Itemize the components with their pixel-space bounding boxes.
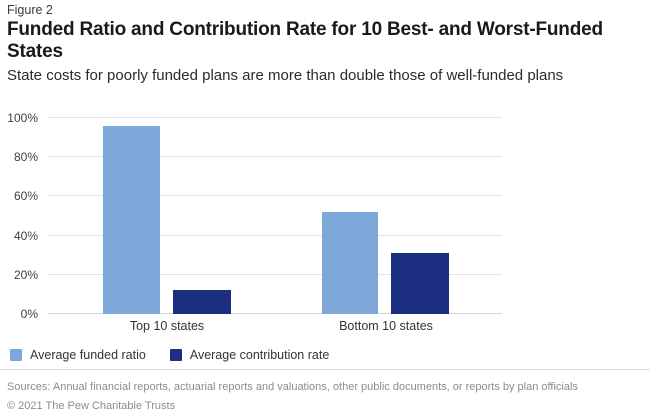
legend: Average funded ratio Average contributio… xyxy=(10,348,329,362)
chart-subtitle: State costs for poorly funded plans are … xyxy=(7,67,564,84)
x-axis-label-top-10-states: Top 10 states xyxy=(129,319,205,333)
bar-bottom10-contribution-rate xyxy=(391,253,449,314)
y-tick-label-100: 100% xyxy=(7,111,38,125)
gridline-100 xyxy=(48,117,502,118)
gridline-80 xyxy=(48,156,502,158)
y-tick-label-40: 40% xyxy=(13,228,38,243)
copyright-text: © 2021 The Pew Charitable Trusts xyxy=(7,400,176,412)
legend-item-funded-ratio: Average funded ratio xyxy=(10,348,146,362)
figure-label: Figure 2 xyxy=(7,3,53,17)
legend-swatch-contribution-rate xyxy=(169,349,182,361)
gridline-60 xyxy=(48,195,502,197)
plot-area xyxy=(48,117,502,314)
y-tick-label-20: 20% xyxy=(13,267,38,282)
gridline-20 xyxy=(48,273,502,275)
gridline-40 xyxy=(48,234,502,236)
y-axis: 0% 20% 40% 60% 80% 100% xyxy=(0,111,42,321)
legend-label-contribution-rate: Average contribution rate xyxy=(189,348,330,362)
y-tick-label-80: 80% xyxy=(13,150,38,165)
sources-text: Sources: Annual financial reports, actua… xyxy=(7,381,578,393)
gridline-0 xyxy=(48,313,502,314)
y-tick-label-60: 60% xyxy=(13,189,38,204)
chart-title: Funded Ratio and Contribution Rate for 1… xyxy=(7,19,603,62)
bar-top10-funded-ratio xyxy=(103,125,160,314)
bar-top10-contribution-rate xyxy=(173,290,231,314)
legend-swatch-funded-ratio xyxy=(10,349,22,361)
y-tick-label-0: 0% xyxy=(20,307,38,321)
legend-item-contribution-rate: Average contribution rate xyxy=(169,348,330,362)
x-axis-label-bottom-10-states: Bottom 10 states xyxy=(339,319,433,333)
divider-line xyxy=(0,369,650,370)
bar-bottom10-funded-ratio xyxy=(322,212,378,314)
legend-label-funded-ratio: Average funded ratio xyxy=(30,348,146,362)
